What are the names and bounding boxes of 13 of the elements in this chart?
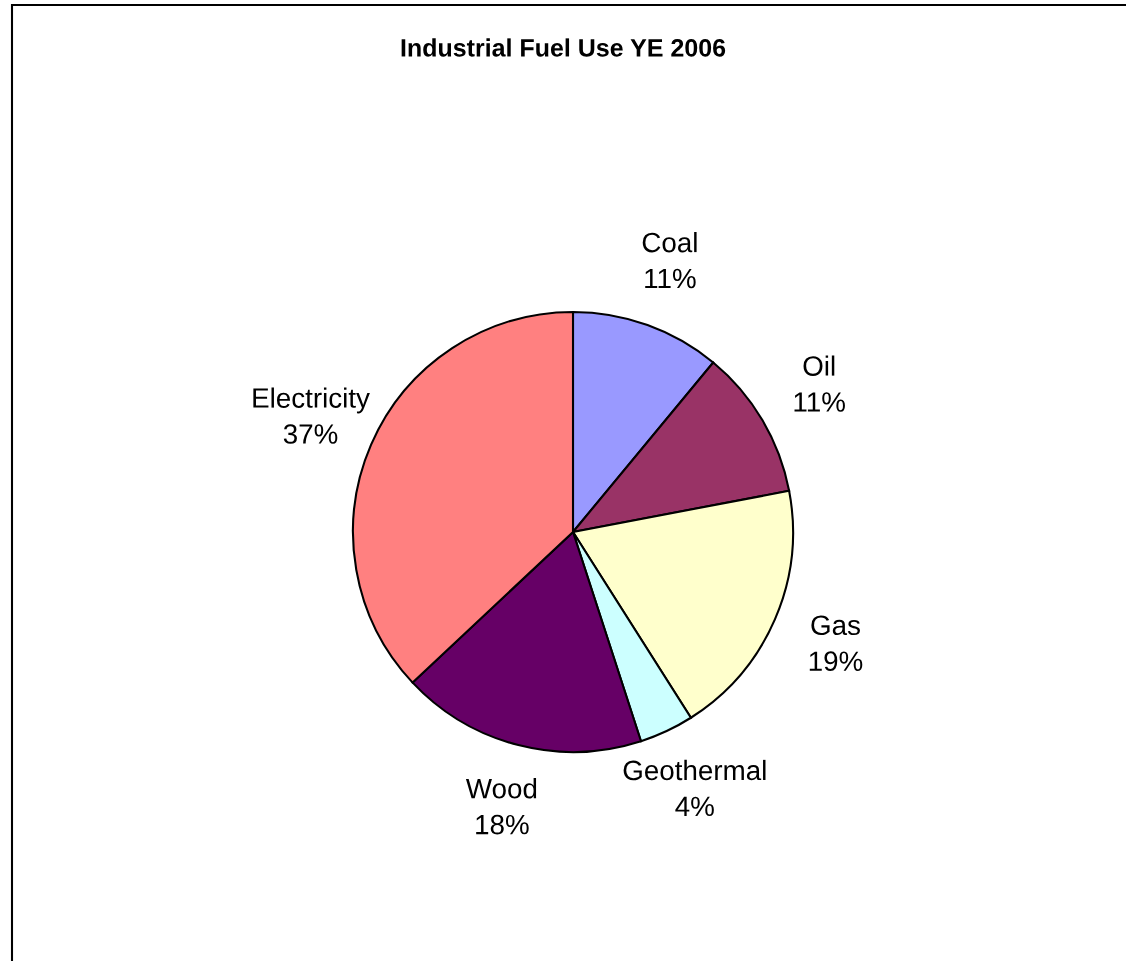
data-label: 4% bbox=[675, 796, 714, 817]
data-label: 11% bbox=[645, 268, 696, 289]
data-label: 19% bbox=[809, 651, 863, 672]
data-label: 18% bbox=[476, 814, 529, 835]
chart-title: Industrial Fuel Use YE 2006 bbox=[401, 38, 726, 57]
slice-label: Electricity bbox=[253, 387, 370, 414]
slice-label: Coal bbox=[642, 231, 697, 253]
data-label: 11% bbox=[794, 392, 845, 412]
slice-label: Geothermal bbox=[623, 759, 766, 781]
data-label: 37% bbox=[283, 424, 338, 444]
slice-label: Oil bbox=[803, 355, 835, 376]
slice-label: Wood bbox=[465, 778, 537, 799]
slice-label: Gas bbox=[811, 615, 860, 636]
